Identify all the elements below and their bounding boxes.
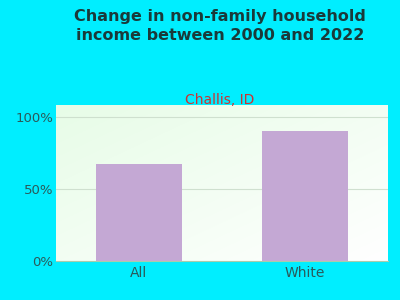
Bar bbox=[262, 131, 348, 261]
Text: Challis, ID: Challis, ID bbox=[185, 93, 255, 107]
Text: Change in non-family household
income between 2000 and 2022: Change in non-family household income be… bbox=[74, 9, 366, 43]
Bar bbox=[96, 164, 182, 261]
